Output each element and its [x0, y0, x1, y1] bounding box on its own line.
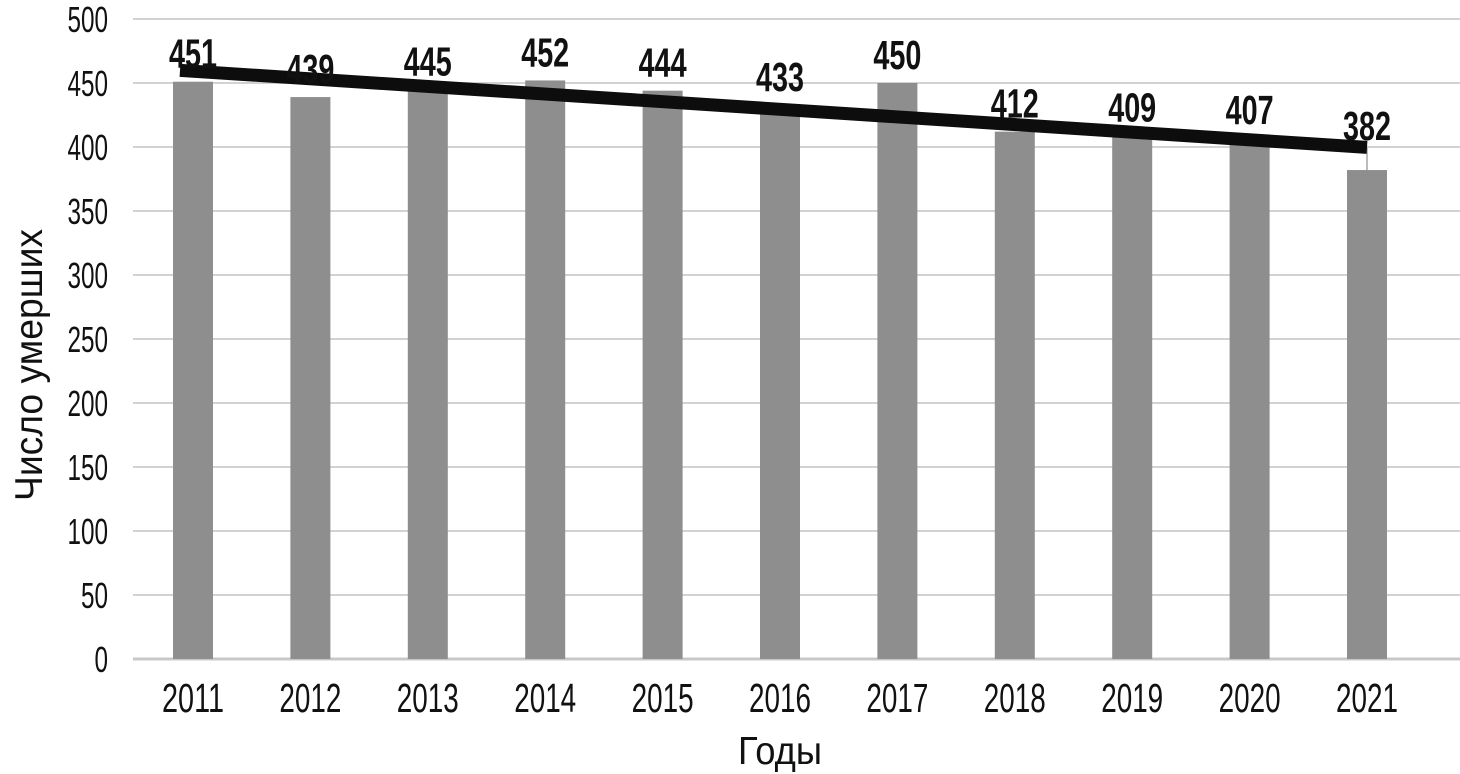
y-tick-label: 100	[68, 511, 109, 552]
x-tick-label: 2017	[866, 675, 928, 721]
bar	[642, 90, 683, 660]
labels-layer: 5004504003503002502001501005002011451201…	[68, 0, 1399, 721]
bar	[525, 80, 566, 659]
y-tick-label: 50	[81, 575, 108, 616]
bar-value-label: 445	[404, 38, 452, 84]
bars-layer	[173, 80, 1387, 660]
y-tick-label: 150	[68, 447, 109, 488]
x-tick-label: 2014	[514, 675, 576, 721]
bar	[1347, 170, 1387, 660]
y-axis-title: Число умерших	[8, 229, 51, 501]
y-tick-label: 500	[68, 0, 109, 40]
x-tick-label: 2012	[279, 675, 341, 721]
y-tick-label: 0	[95, 639, 109, 680]
x-tick-label: 2020	[1219, 675, 1281, 721]
bar-value-label: 451	[169, 31, 217, 77]
bar	[290, 97, 331, 659]
bar-value-label: 444	[639, 40, 687, 86]
bar-value-label: 452	[521, 29, 569, 75]
bar-value-label: 450	[873, 32, 921, 78]
y-tick-label: 200	[68, 383, 109, 424]
bar-value-label: 409	[1108, 84, 1156, 130]
bar	[877, 83, 918, 659]
bar	[1112, 135, 1153, 660]
y-tick-label: 300	[68, 255, 109, 296]
bar-value-label: 439	[286, 46, 334, 92]
x-tick-label: 2019	[1101, 675, 1163, 721]
bar	[760, 104, 800, 659]
bar-value-label: 382	[1343, 103, 1391, 149]
bar-value-label: 433	[756, 54, 804, 100]
y-tick-label: 450	[68, 63, 109, 104]
trendline	[179, 63, 1368, 154]
y-tick-label: 400	[68, 127, 109, 168]
y-tick-label: 250	[68, 319, 109, 360]
trendline-layer	[179, 63, 1368, 171]
x-axis-title: Годы	[738, 730, 822, 773]
x-tick-label: 2018	[984, 675, 1046, 721]
x-tick-label: 2015	[632, 675, 694, 721]
bar-value-label: 407	[1226, 87, 1274, 133]
x-tick-label: 2013	[397, 675, 459, 721]
y-tick-label: 350	[68, 191, 109, 232]
bar	[1229, 138, 1270, 660]
bar	[994, 131, 1035, 659]
x-tick-label: 2021	[1336, 675, 1398, 721]
x-tick-label: 2016	[749, 675, 811, 721]
bar	[407, 89, 448, 659]
x-tick-label: 2011	[162, 675, 224, 721]
bar-value-label: 412	[991, 81, 1039, 127]
bar	[173, 81, 213, 660]
